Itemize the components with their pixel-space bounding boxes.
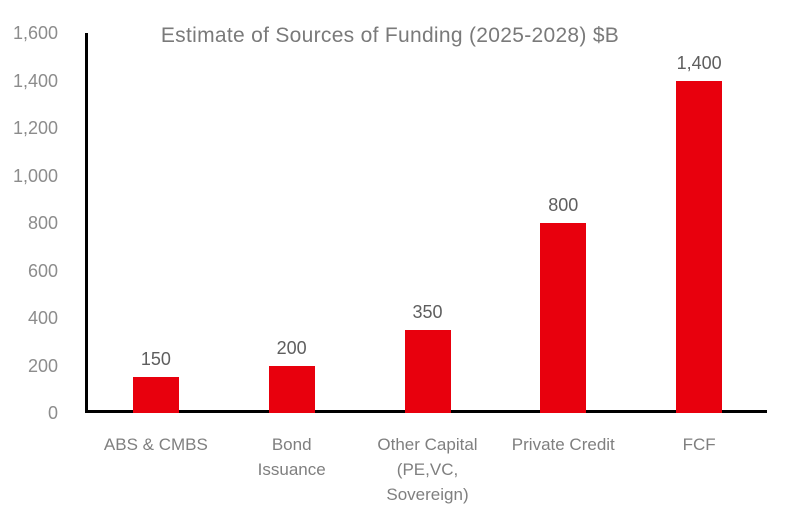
- y-tick-label: 1,400: [12, 70, 58, 91]
- y-tick-label: 200: [27, 355, 58, 376]
- category-label: FCF: [682, 435, 716, 454]
- bar: [132, 377, 179, 413]
- bar: [404, 329, 451, 413]
- y-tick-label: 1,600: [12, 23, 58, 43]
- bar-value-label: 800: [548, 195, 579, 215]
- y-tick-label: 400: [27, 308, 58, 328]
- category-label: Private Credit: [511, 435, 615, 454]
- y-tick-label: 1,200: [12, 118, 58, 138]
- chart-title: Estimate of Sources of Funding (2025-202…: [160, 24, 620, 47]
- bar-value-label: 150: [140, 349, 171, 370]
- bar-value-label: 350: [412, 301, 443, 322]
- bar: [676, 80, 723, 413]
- category-label: ABS & CMBS: [103, 435, 208, 454]
- y-tick-label: 600: [27, 260, 58, 281]
- bar: [540, 223, 587, 413]
- bar-value-label: 200: [276, 337, 307, 358]
- y-tick-label: 800: [27, 213, 58, 233]
- y-tick-label: 0: [47, 403, 58, 423]
- category-label: Bond Issuance: [257, 435, 326, 479]
- category-label: Other Capital (PE,VC, Sovereign): [377, 435, 478, 504]
- y-tick-label: 1,000: [12, 165, 58, 186]
- bar-value-label: 1,400: [676, 52, 722, 73]
- bar: [268, 365, 315, 413]
